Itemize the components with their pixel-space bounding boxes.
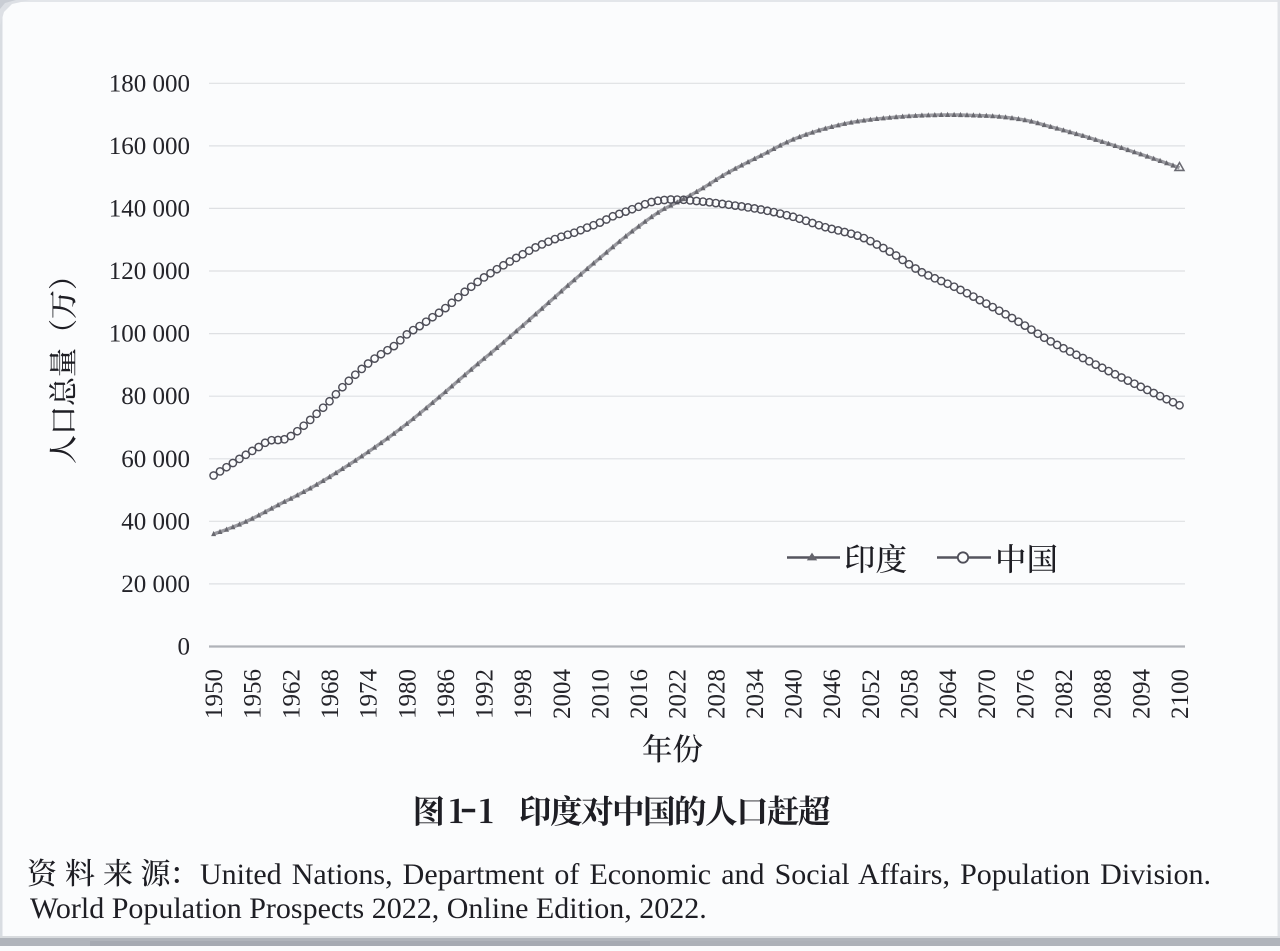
svg-text:2076: 2076 [1012, 669, 1039, 719]
svg-text:2010: 2010 [587, 669, 614, 719]
svg-text:1962: 1962 [278, 669, 305, 719]
svg-text:1974: 1974 [356, 669, 383, 720]
svg-text:2016: 2016 [626, 669, 653, 719]
svg-text:140 000: 140 000 [109, 195, 190, 222]
svg-text:1950: 1950 [201, 669, 228, 719]
svg-text:1968: 1968 [317, 669, 344, 719]
svg-text:1986: 1986 [433, 669, 460, 719]
svg-text:20 000: 20 000 [121, 571, 190, 598]
svg-text:2082: 2082 [1051, 669, 1078, 719]
svg-text:80 000: 80 000 [121, 383, 190, 410]
svg-text:1992: 1992 [472, 669, 499, 719]
svg-text:100 000: 100 000 [109, 321, 190, 348]
svg-text:0: 0 [178, 634, 191, 661]
svg-text:60 000: 60 000 [121, 446, 190, 473]
svg-text:2028: 2028 [703, 669, 730, 719]
svg-text:2052: 2052 [858, 669, 885, 719]
svg-text:2034: 2034 [742, 669, 769, 720]
svg-text:120 000: 120 000 [109, 258, 190, 285]
svg-text:2094: 2094 [1128, 669, 1155, 720]
svg-text:2070: 2070 [974, 669, 1001, 719]
svg-text:World Population Prospects 202: World Population Prospects 2022, Online … [30, 892, 707, 925]
svg-text:1998: 1998 [510, 669, 537, 719]
svg-text:2100: 2100 [1167, 669, 1194, 719]
svg-text:180 000: 180 000 [109, 70, 190, 97]
svg-text:2058: 2058 [897, 669, 924, 719]
svg-text:2040: 2040 [781, 669, 808, 719]
svg-text:2004: 2004 [549, 669, 576, 720]
svg-text:2022: 2022 [665, 669, 692, 719]
svg-text:1980: 1980 [394, 669, 421, 719]
svg-text:2088: 2088 [1090, 669, 1117, 719]
svg-text:160 000: 160 000 [109, 133, 190, 160]
svg-text:40 000: 40 000 [121, 508, 190, 535]
svg-text:1956: 1956 [240, 669, 267, 719]
svg-text:2064: 2064 [935, 669, 962, 720]
svg-text:United Nations, Department of: United Nations, Department of Economic a… [200, 858, 1211, 891]
svg-text:2046: 2046 [819, 669, 846, 719]
